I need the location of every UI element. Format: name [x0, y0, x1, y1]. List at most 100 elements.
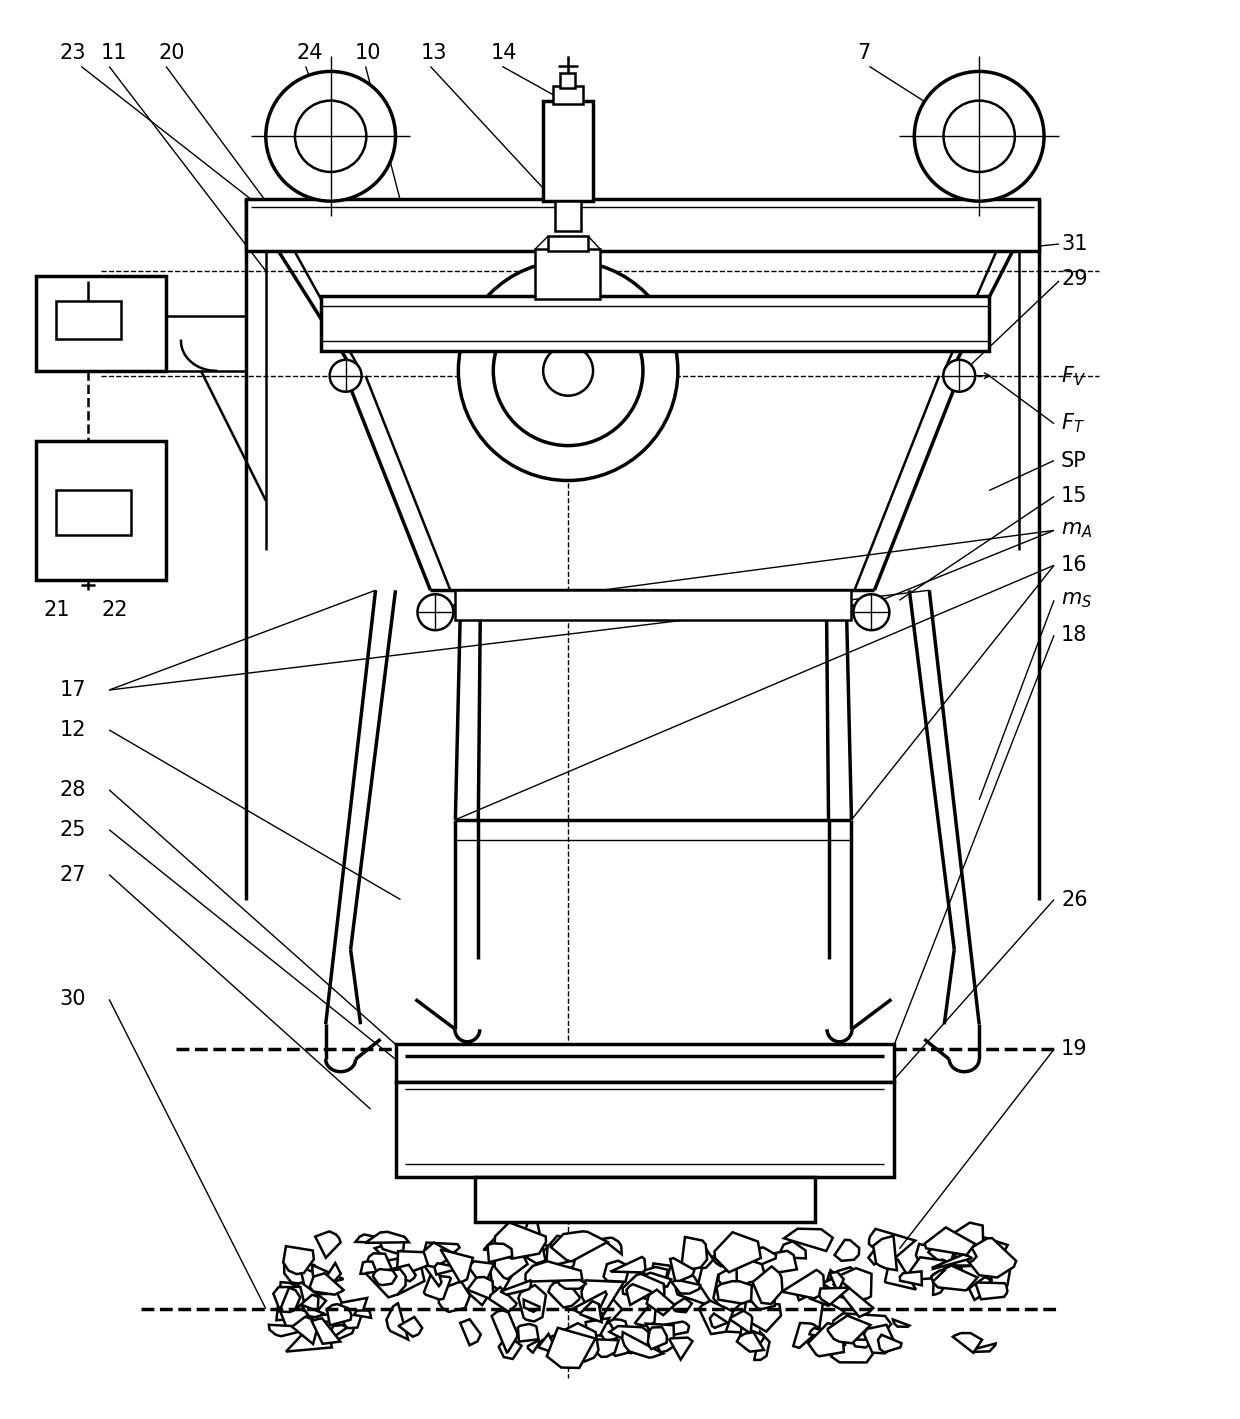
Text: $F_V$: $F_V$ — [1061, 363, 1086, 387]
Polygon shape — [603, 1237, 621, 1254]
Polygon shape — [848, 1320, 874, 1348]
Text: 22: 22 — [102, 600, 128, 620]
Polygon shape — [672, 1280, 701, 1294]
Polygon shape — [717, 1281, 751, 1304]
Polygon shape — [580, 1301, 601, 1323]
Text: SP: SP — [1061, 451, 1086, 471]
Circle shape — [853, 595, 889, 630]
Text: 13: 13 — [420, 44, 446, 64]
Polygon shape — [310, 1273, 343, 1294]
Polygon shape — [868, 1249, 888, 1264]
Polygon shape — [361, 1261, 377, 1274]
Polygon shape — [940, 1247, 965, 1280]
Polygon shape — [517, 1216, 546, 1263]
Polygon shape — [831, 1321, 880, 1362]
Text: 30: 30 — [60, 989, 86, 1009]
Polygon shape — [873, 1236, 897, 1270]
Polygon shape — [952, 1332, 982, 1352]
Polygon shape — [635, 1304, 656, 1327]
Circle shape — [418, 595, 454, 630]
Polygon shape — [495, 1222, 546, 1259]
Polygon shape — [808, 1324, 844, 1357]
Bar — [36, 441, 166, 580]
Polygon shape — [279, 1287, 300, 1313]
Bar — [246, 199, 1039, 251]
Bar — [536, 248, 600, 299]
Bar — [560, 74, 575, 88]
Polygon shape — [709, 1314, 728, 1328]
Polygon shape — [955, 1243, 977, 1263]
Polygon shape — [810, 1328, 828, 1338]
Text: 26: 26 — [1061, 890, 1087, 910]
Polygon shape — [484, 1233, 503, 1250]
Polygon shape — [833, 1281, 873, 1317]
Polygon shape — [931, 1260, 961, 1281]
Polygon shape — [423, 1243, 456, 1270]
Polygon shape — [551, 1260, 564, 1286]
Circle shape — [494, 297, 644, 446]
Polygon shape — [779, 1242, 806, 1259]
Polygon shape — [821, 1328, 846, 1352]
Polygon shape — [558, 1273, 587, 1288]
Polygon shape — [312, 1266, 343, 1284]
Polygon shape — [931, 1270, 944, 1281]
Text: $m_A$: $m_A$ — [1061, 521, 1092, 541]
Polygon shape — [391, 1237, 398, 1270]
Text: 11: 11 — [102, 44, 128, 64]
Text: 17: 17 — [60, 680, 86, 700]
Polygon shape — [269, 1325, 303, 1337]
Circle shape — [944, 101, 1014, 172]
Polygon shape — [273, 1287, 308, 1330]
Text: 24: 24 — [296, 44, 324, 64]
Polygon shape — [440, 1249, 472, 1283]
Text: 29: 29 — [1061, 270, 1087, 289]
Text: 15: 15 — [1061, 487, 1087, 507]
Polygon shape — [830, 1271, 843, 1290]
Polygon shape — [832, 1314, 892, 1340]
Polygon shape — [737, 1332, 764, 1352]
Polygon shape — [646, 1290, 675, 1315]
Circle shape — [944, 360, 975, 392]
Polygon shape — [582, 1280, 624, 1314]
Polygon shape — [712, 1243, 743, 1266]
Polygon shape — [975, 1236, 1008, 1261]
Polygon shape — [822, 1337, 843, 1352]
Polygon shape — [424, 1266, 441, 1286]
Polygon shape — [665, 1321, 689, 1335]
Polygon shape — [718, 1264, 737, 1291]
Polygon shape — [864, 1325, 895, 1354]
Polygon shape — [526, 1261, 583, 1281]
Polygon shape — [365, 1232, 409, 1243]
Polygon shape — [833, 1267, 864, 1298]
Polygon shape — [489, 1257, 520, 1291]
Polygon shape — [753, 1266, 782, 1304]
Polygon shape — [929, 1246, 956, 1269]
Circle shape — [265, 71, 396, 201]
Text: 16: 16 — [1061, 555, 1087, 575]
Bar — [455, 590, 852, 620]
Polygon shape — [589, 1327, 615, 1344]
Polygon shape — [469, 1291, 487, 1305]
Polygon shape — [670, 1338, 693, 1359]
Polygon shape — [381, 1239, 404, 1253]
Circle shape — [295, 101, 366, 172]
Polygon shape — [543, 1236, 575, 1274]
Polygon shape — [622, 1332, 663, 1358]
Text: $m_S$: $m_S$ — [1061, 590, 1092, 610]
Polygon shape — [300, 1264, 322, 1276]
Polygon shape — [626, 1284, 651, 1305]
Polygon shape — [559, 1323, 599, 1365]
Polygon shape — [397, 1252, 428, 1277]
Polygon shape — [642, 1273, 671, 1287]
Polygon shape — [794, 1323, 821, 1348]
Polygon shape — [315, 1232, 341, 1257]
Polygon shape — [932, 1261, 950, 1294]
Polygon shape — [743, 1301, 781, 1331]
Polygon shape — [548, 1280, 580, 1307]
Polygon shape — [646, 1324, 675, 1352]
Polygon shape — [650, 1263, 671, 1288]
Polygon shape — [604, 1261, 630, 1281]
Polygon shape — [942, 1223, 983, 1260]
Polygon shape — [548, 1269, 573, 1281]
Polygon shape — [622, 1274, 665, 1301]
